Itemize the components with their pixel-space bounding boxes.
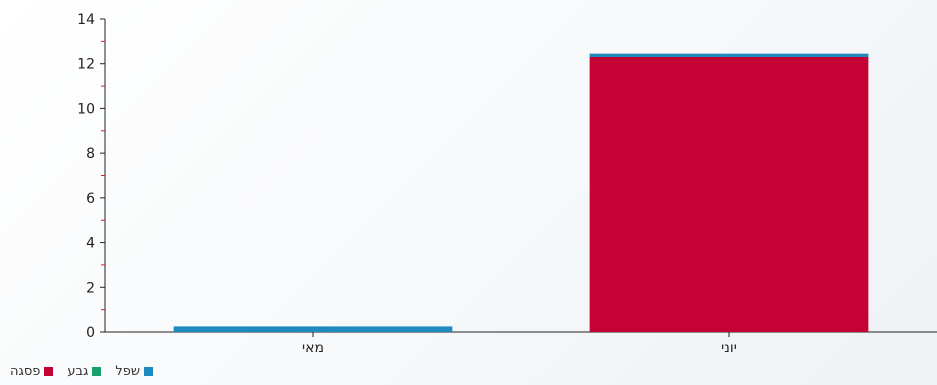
legend-item-hill[interactable]: גבע bbox=[67, 364, 102, 379]
legend-item-peak[interactable]: פסגה bbox=[10, 364, 54, 379]
legend: פסגה גבע שפל bbox=[10, 364, 154, 379]
y-tick-label: 14 bbox=[77, 12, 95, 28]
legend-swatch-hill bbox=[92, 367, 102, 376]
bars bbox=[173, 53, 869, 332]
y-tick-label: 10 bbox=[77, 101, 95, 117]
bar-segment[interactable] bbox=[589, 57, 869, 332]
legend-label-low: שפל bbox=[115, 364, 141, 379]
y-tick-label: 0 bbox=[86, 325, 95, 341]
x-tick-label: יוני bbox=[721, 340, 737, 356]
y-tick-label: 8 bbox=[86, 146, 95, 162]
y-tick-label: 12 bbox=[77, 57, 95, 73]
x-tick-label: מאי bbox=[302, 340, 324, 356]
y-tick-label: 4 bbox=[86, 236, 95, 252]
legend-swatch-low bbox=[144, 367, 154, 376]
y-tick-label: 2 bbox=[86, 280, 95, 296]
bar-segment[interactable] bbox=[589, 53, 869, 58]
legend-label-peak: פסגה bbox=[10, 364, 41, 379]
legend-swatch-peak bbox=[44, 367, 54, 376]
legend-item-low[interactable]: שפל bbox=[115, 364, 154, 379]
y-tick-label: 6 bbox=[86, 191, 95, 207]
legend-label-hill: גבע bbox=[67, 364, 89, 379]
bar-segment[interactable] bbox=[173, 326, 453, 332]
